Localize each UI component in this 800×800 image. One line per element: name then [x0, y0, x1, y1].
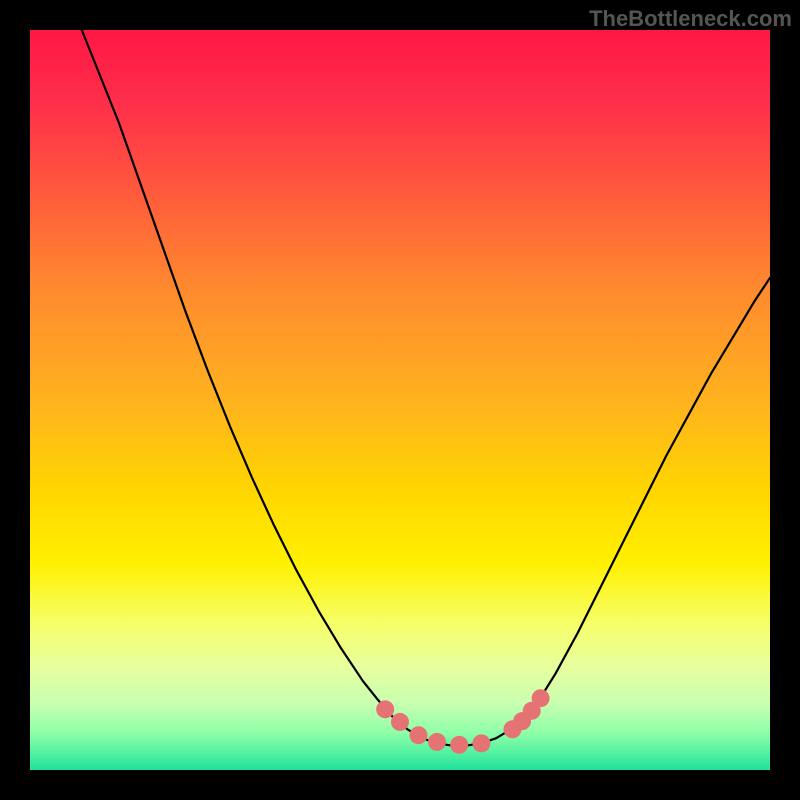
- watermark-text: TheBottleneck.com: [589, 6, 792, 31]
- highlight-point: [450, 736, 468, 754]
- highlight-point: [532, 689, 550, 707]
- highlight-point: [391, 713, 409, 731]
- highlight-point: [472, 734, 490, 752]
- chart-svg: TheBottleneck.com: [0, 0, 800, 800]
- chart-container: TheBottleneck.com: [0, 0, 800, 800]
- highlight-point: [428, 733, 446, 751]
- highlight-point: [376, 700, 394, 718]
- highlight-point: [410, 726, 428, 744]
- plot-area: [30, 30, 770, 770]
